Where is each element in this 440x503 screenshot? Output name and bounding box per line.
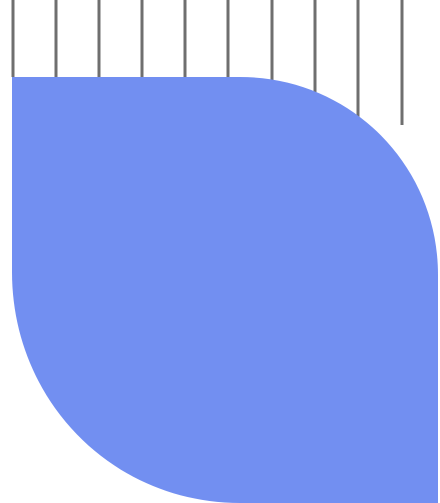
vertical-lines xyxy=(11,0,404,128)
leaf-shape xyxy=(12,77,438,503)
